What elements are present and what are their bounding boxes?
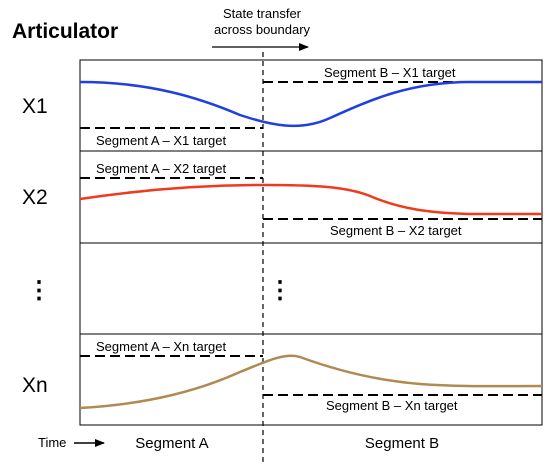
x2-segment-b-target-label: Segment B – X2 target: [330, 223, 462, 238]
row-xn: Segment A – Xn target Segment B – Xn tar…: [79, 339, 543, 413]
x1-segment-a-target-label: Segment A – X1 target: [96, 133, 226, 148]
segment-a-label: Segment A: [135, 435, 208, 452]
row-label-xn: Xn: [22, 374, 48, 397]
x2-trajectory-curve: [79, 183, 542, 216]
xn-trajectory-curve: [79, 354, 543, 410]
boundary-note-line1: State transfer: [223, 6, 302, 21]
xn-segment-a-target-label: Segment A – Xn target: [96, 339, 226, 354]
segment-b-label: Segment B: [365, 435, 439, 452]
row-x2: Segment A – X2 target Segment B – X2 tar…: [79, 161, 542, 238]
row-label-x2: X2: [22, 186, 48, 209]
x1-trajectory-curve: [79, 80, 542, 128]
boundary-note-line2: across boundary: [214, 22, 311, 37]
row-x1: Segment A – X1 target Segment B – X1 tar…: [79, 65, 542, 148]
x2-segment-a-target-label: Segment A – X2 target: [96, 161, 226, 176]
time-axis-label: Time: [38, 435, 66, 450]
xn-segment-b-target-label: Segment B – Xn target: [326, 398, 458, 413]
plot-ellipsis: ⋮: [268, 277, 292, 304]
row-label-ellipsis: ⋮: [27, 277, 51, 304]
x1-segment-b-target-label: Segment B – X1 target: [324, 65, 456, 80]
diagram-title: Articulator: [12, 20, 118, 43]
row-label-x1: X1: [22, 95, 48, 118]
